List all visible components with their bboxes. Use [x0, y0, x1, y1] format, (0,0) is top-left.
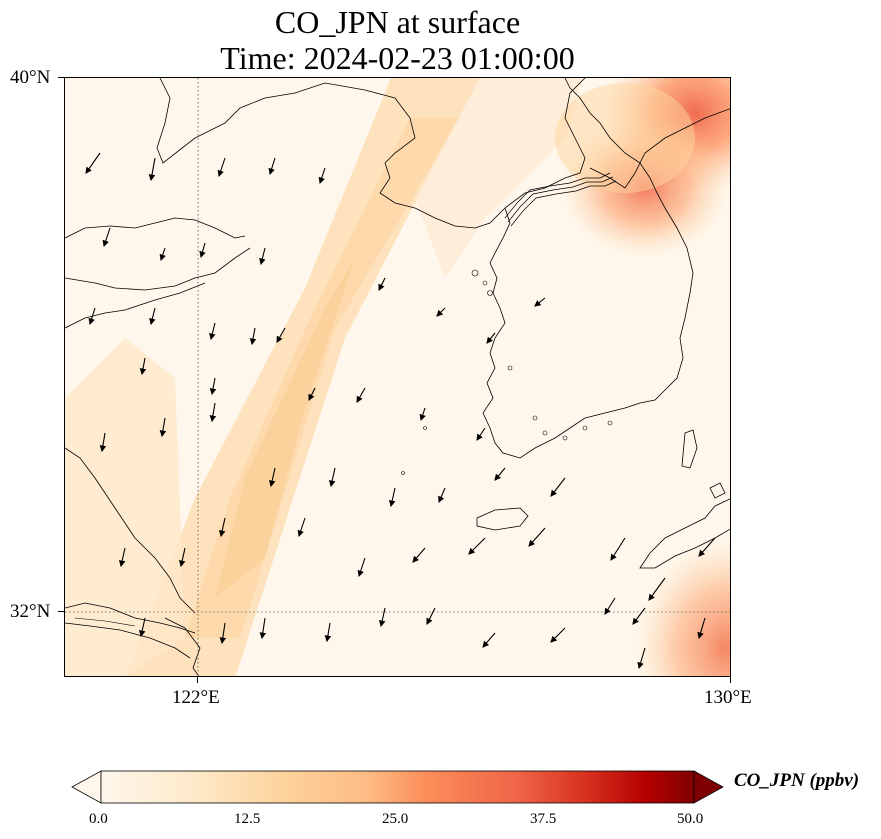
wind-arrow: [357, 557, 366, 578]
wind-arrow: [88, 307, 96, 326]
colorbar-extend-high: [693, 770, 724, 804]
wind-arrow: [259, 247, 266, 266]
colorbar-tick-3: 37.5: [530, 811, 557, 827]
gridlines: [65, 78, 730, 676]
colorbar-gradient: [100, 770, 695, 804]
map-subtitle-time: Time: 2024-02-23 01:00:00: [220, 40, 575, 76]
wind-arrow: [308, 387, 316, 401]
wind-arrow: [476, 427, 486, 441]
lat-tick-40: [58, 77, 64, 78]
jeju-island: [476, 507, 529, 531]
wind-arrow: [698, 537, 716, 557]
wind-arrow: [550, 477, 566, 497]
wind-arrow: [118, 547, 126, 568]
colorbar-extend-low: [71, 770, 102, 804]
wind-arrow: [217, 157, 226, 178]
map-title: CO_JPN at surface: [274, 4, 521, 40]
lon-tick-122: [197, 677, 198, 683]
wind-arrow: [697, 617, 706, 640]
wind-arrow: [436, 307, 446, 317]
wind-arrow: [378, 277, 386, 291]
wind-arrow: [297, 517, 306, 538]
lat-tick-32: [58, 611, 64, 612]
wind-arrow: [637, 647, 646, 670]
wind-arrow: [268, 157, 276, 176]
wind-arrow: [268, 467, 276, 488]
wind-arrow: [356, 387, 366, 403]
colorbar-tick-2: 25.0: [382, 811, 409, 827]
plume-band: [65, 78, 583, 676]
map-canvas: [65, 78, 730, 676]
lat-label-40: 40°N: [10, 67, 51, 88]
wind-arrow: [276, 327, 286, 343]
wind-arrow: [159, 417, 167, 438]
wind-arrow: [139, 357, 147, 376]
wind-arrow: [324, 622, 332, 643]
coastlines: [65, 78, 730, 676]
wind-arrow: [388, 487, 396, 508]
wind-arrow: [632, 607, 646, 625]
wind-arrow: [159, 247, 166, 262]
wind-arrow: [219, 622, 227, 645]
wind-arrow: [178, 547, 186, 568]
wind-arrow: [610, 537, 626, 561]
wind-arrow: [438, 487, 446, 504]
lon-label-130: 130°E: [704, 687, 752, 708]
wind-arrow: [249, 327, 257, 346]
wind-arrow: [218, 517, 226, 538]
islands: [401, 269, 613, 475]
colorbar: [70, 770, 730, 808]
wind-arrow: [648, 577, 666, 601]
wind-arrow: [550, 627, 566, 643]
wind-arrow: [85, 152, 101, 174]
colorbar-tick-1: 12.5: [234, 811, 261, 827]
wind-arrow: [534, 297, 546, 307]
wind-arrow: [494, 467, 506, 481]
wind-arrow: [482, 632, 496, 648]
wind-arrow: [378, 607, 386, 628]
wind-arrow: [318, 167, 326, 185]
wind-arrow: [528, 527, 546, 547]
wind-arrow: [209, 322, 216, 341]
wind-arrow: [149, 307, 156, 326]
wind-arrow: [209, 402, 217, 423]
wind-arrow: [148, 157, 156, 182]
wind-arrow: [259, 617, 267, 640]
hotspot-se-corner: [635, 538, 730, 676]
wind-arrow: [209, 377, 217, 396]
colorbar-title: CO_JPN (ppbv): [734, 770, 860, 791]
wind-arrow: [138, 617, 146, 638]
wind-arrow: [99, 432, 107, 453]
wind-arrow: [604, 597, 616, 615]
wind-vectors: [85, 152, 716, 670]
wind-arrow: [412, 547, 426, 563]
wind-arrow: [419, 407, 426, 422]
wind-arrow: [486, 332, 496, 344]
map-panel: [64, 77, 731, 677]
wind-arrow: [199, 242, 206, 259]
wind-arrow: [426, 607, 436, 625]
wind-arrow: [328, 467, 336, 488]
colorbar-tick-0: 0.0: [89, 811, 108, 827]
lon-label-122: 122°E: [172, 687, 220, 708]
wind-arrow: [468, 537, 486, 555]
wind-arrow: [102, 227, 111, 248]
lon-tick-130: [730, 677, 731, 683]
border-line: [504, 172, 617, 227]
colorbar-tick-4: 50.0: [677, 811, 704, 827]
lat-label-32: 32°N: [10, 601, 51, 622]
